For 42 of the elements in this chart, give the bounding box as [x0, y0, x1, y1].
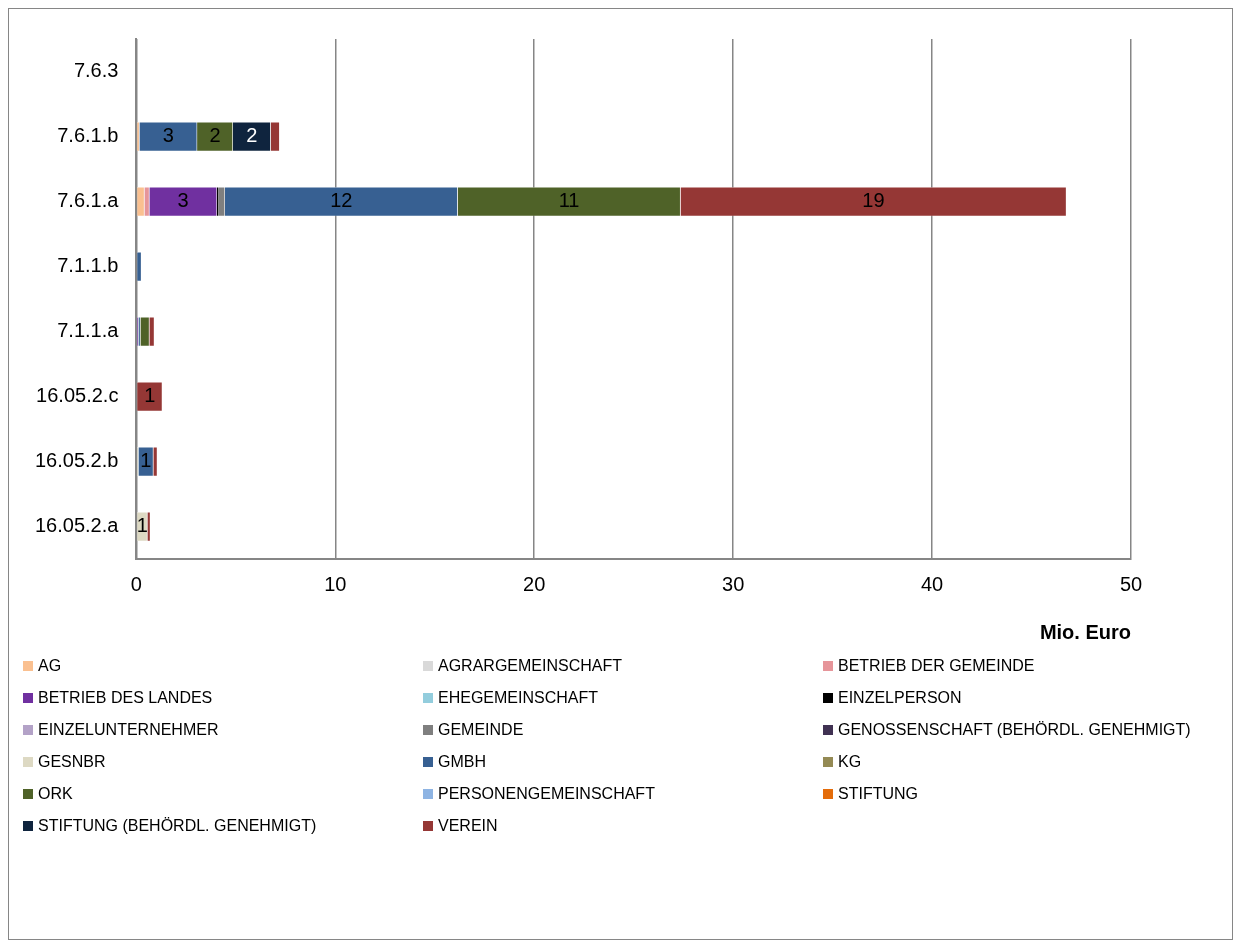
y-tick-label: 7.1.1.b [57, 254, 119, 277]
legend-label: PERSONENGEMEINSCHAFT [438, 785, 655, 803]
y-tick-label: 7.6.1.b [57, 124, 119, 147]
x-tick-label: 0 [130, 572, 142, 595]
legend-label: AGRARGEMEINSCHAFT [438, 657, 623, 675]
y-tick-label: 7.6.3 [73, 59, 119, 82]
x-axis-title: Mio. Euro [1039, 620, 1131, 643]
y-tick-label: 16.05.2.b [34, 449, 119, 472]
y-tick-label: 16.05.2.a [34, 514, 120, 537]
x-tick-label: 30 [722, 572, 745, 595]
x-tick-label: 40 [920, 572, 944, 595]
legend-label: EHEGEMEINSCHAFT [438, 689, 599, 707]
data-label: 1 [136, 514, 148, 537]
legend-label: AG [38, 657, 62, 675]
data-label: 11 [558, 189, 580, 212]
legend-label: EINZELPERSON [838, 689, 962, 707]
legend-label: GEMEINDE [438, 721, 524, 739]
x-tick-label: 20 [523, 572, 546, 595]
x-tick-label: 50 [1119, 572, 1143, 595]
data-label: 12 [330, 189, 353, 212]
legend-label: KG [838, 753, 862, 771]
legend-label: GMBH [438, 753, 486, 771]
y-tick-label: 16.05.2.c [36, 384, 119, 407]
x-tick-label: 10 [324, 572, 347, 595]
legend-label: BETRIEB DER GEMEINDE [838, 657, 1035, 675]
data-label: 3 [162, 124, 174, 147]
data-label: 2 [246, 124, 258, 147]
legend-label: VEREIN [438, 817, 498, 835]
legend-label: ORK [38, 785, 73, 803]
legend-label: GESNBR [38, 753, 106, 771]
data-label: 2 [209, 124, 221, 147]
legend-label: STIFTUNG (BEHÖRDL. GENEHMIGT) [38, 817, 317, 835]
legend-label: STIFTUNG [838, 785, 918, 803]
legend-label: BETRIEB DES LANDES [38, 689, 213, 707]
data-label: 3 [177, 189, 189, 212]
data-label: 1 [144, 384, 156, 407]
data-label: 19 [862, 189, 885, 212]
legend-label: EINZELUNTERNEHMER [38, 721, 219, 739]
y-tick-label: 7.6.1.a [57, 189, 120, 212]
legend-label: GENOSSENSCHAFT (BEHÖRDL. GENEHMIGT) [838, 721, 1191, 739]
data-label: 1 [140, 449, 152, 472]
y-tick-label: 7.1.1.a [57, 319, 120, 342]
